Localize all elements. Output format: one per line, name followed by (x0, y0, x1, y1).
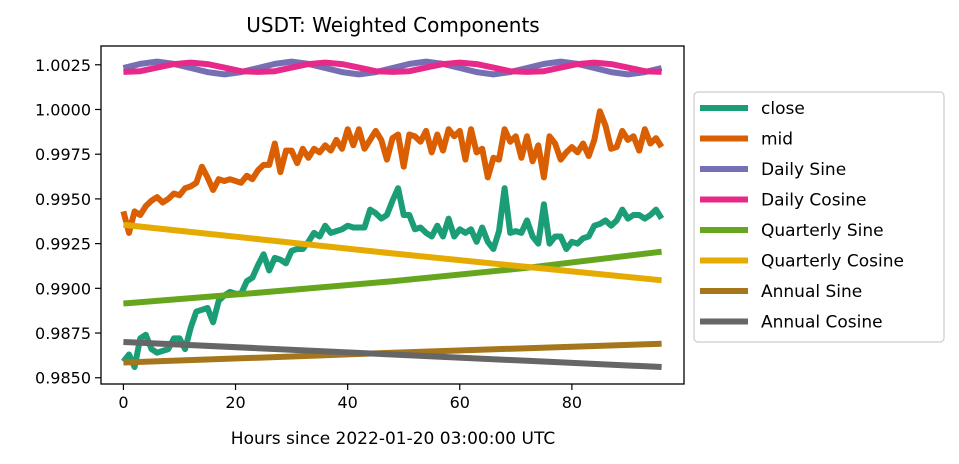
series-line-close (121, 185, 665, 370)
x-tick-label: 0 (118, 393, 128, 412)
series-line-mid (120, 108, 665, 236)
legend-label-mid: mid (761, 130, 793, 150)
series-line-annual-cosine (123, 339, 662, 370)
y-tick-label: 0.9850 (35, 369, 91, 388)
x-axis: 0 20 40 60 80 (118, 384, 582, 412)
chart-title: USDT: Weighted Components (246, 13, 539, 37)
series-line-quarterly-cosine (123, 221, 662, 284)
y-tick-label: 0.9925 (35, 235, 91, 254)
y-tick-label: 0.9975 (35, 145, 91, 164)
y-tick-label: 0.9900 (35, 279, 91, 298)
x-tick-label: 40 (337, 393, 357, 412)
legend-frame (693, 91, 945, 343)
legend-label-quarterly-cosine: Quarterly Cosine (761, 252, 904, 272)
x-axis-label: Hours since 2022-01-20 03:00:00 UTC (231, 429, 555, 449)
y-tick-label: 1.0025 (35, 56, 91, 75)
legend-label-quarterly-sine: Quarterly Sine (761, 221, 884, 241)
legend-label-daily-sine: Daily Sine (761, 160, 846, 180)
legend-label-daily-cosine: Daily Cosine (761, 191, 867, 211)
legend: close mid Daily Sine Daily Cosine Quarterly … (693, 91, 945, 343)
y-tick-label: 0.9950 (35, 190, 91, 209)
y-axis: 0.9850 0.9875 0.9900 0.9925 0.9950 0.9975 1.00… (35, 56, 101, 388)
legend-label-close: close (761, 99, 805, 119)
series-line-quarterly-sine (123, 248, 662, 307)
x-tick-label: 80 (562, 393, 582, 412)
legend-label-annual-sine: Annual Sine (761, 282, 862, 302)
y-tick-label: 1.0000 (35, 100, 91, 119)
x-tick-label: 20 (225, 393, 245, 412)
series-line-daily-cosine (123, 59, 662, 75)
y-tick-label: 0.9875 (35, 324, 91, 343)
legend-label-annual-cosine: Annual Cosine (761, 313, 883, 333)
plot-frame (100, 45, 685, 385)
x-tick-label: 60 (450, 393, 470, 412)
plot-lines (120, 58, 665, 370)
